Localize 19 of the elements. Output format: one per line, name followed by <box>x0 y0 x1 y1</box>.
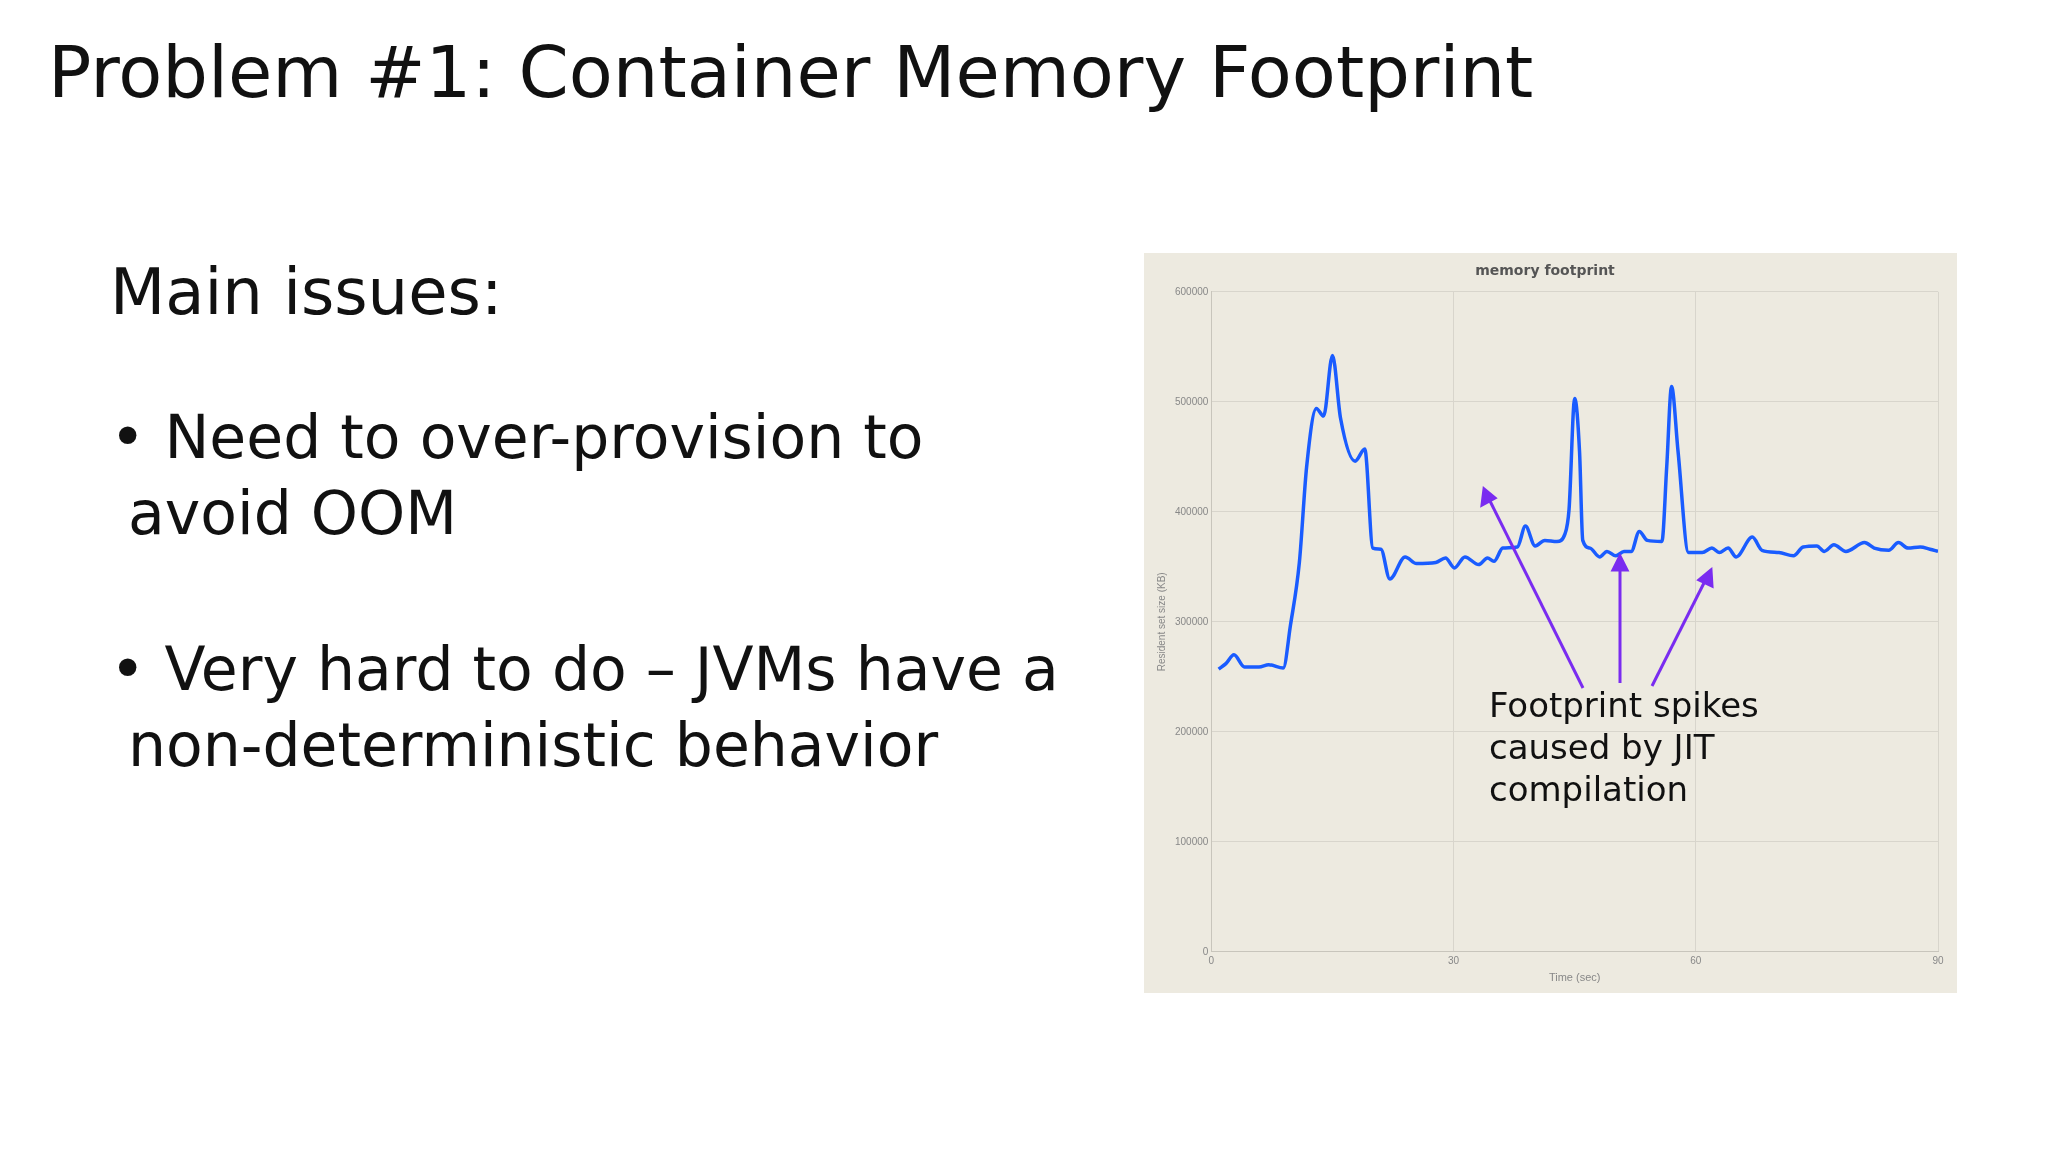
chart-subtitle: memory footprint <box>1475 262 1616 279</box>
y-axis-title: Resident set size (KB) <box>1155 572 1167 672</box>
y-tick-label: 500000 <box>1174 395 1209 407</box>
x-tick-label: 90 <box>1932 954 1944 966</box>
chart-title: Problem #1: Container Memory Footprint <box>48 30 1534 114</box>
line-series <box>1216 353 1938 671</box>
x-axis-title: Time (sec) <box>1548 971 1601 984</box>
y-tick-label: 200000 <box>1174 725 1209 737</box>
y-tick-label: 100000 <box>1174 835 1209 847</box>
y-tick-label: 400000 <box>1174 505 1209 517</box>
annotation: Footprint spikes caused by JIT compilation <box>1489 684 1760 810</box>
text: Main issues: <box>110 255 504 329</box>
y-tick-label: 0 <box>1202 945 1209 957</box>
y-tick-label: 300000 <box>1174 615 1209 627</box>
y-tick-label: 600000 <box>1174 285 1209 297</box>
x-tick-label: 60 <box>1690 954 1702 966</box>
x-tick-label: 30 <box>1448 954 1460 966</box>
text: • Very hard to do – JVMs have a non-deterministic behavior <box>110 633 1060 782</box>
text: • Need to over-provision to avoid OOM <box>110 401 925 550</box>
